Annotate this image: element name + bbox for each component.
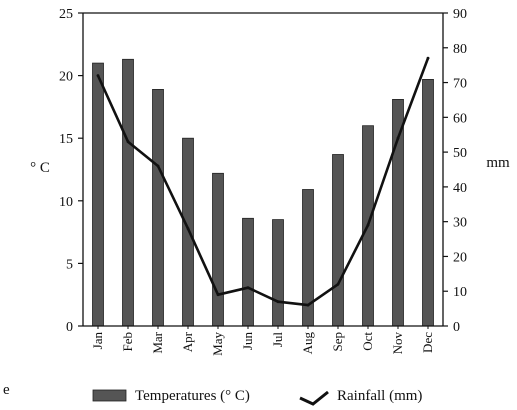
month-labels: Jan Feb Mar Apr May Jun Jul Aug Sep Oct Nov Dec [90, 326, 435, 356]
right-tick-label: 0 [453, 320, 460, 335]
temperature-bar [152, 89, 164, 327]
temperature-bars [92, 58, 434, 327]
rainfall-point [366, 223, 370, 227]
legend-line-label: Rainfall (mm) [337, 388, 422, 404]
month-label: Jun [240, 332, 255, 351]
legend-bar-swatch [92, 389, 127, 402]
rainfall-point [96, 74, 100, 77]
right-tick-label: 60 [453, 111, 467, 126]
right-tick-label: 80 [453, 42, 467, 57]
temperature-bar [242, 217, 254, 327]
rainfall-point [306, 303, 310, 307]
left-axis-ticks: 0 5 10 15 20 25 [59, 7, 83, 335]
month-label: Dec [420, 332, 435, 353]
rainfall-point [216, 293, 220, 297]
axes [82, 12, 444, 327]
month-label: Apr [180, 331, 195, 352]
temperature-bar [182, 137, 194, 327]
left-tick-label: 10 [59, 195, 73, 210]
left-tick-label: 5 [66, 257, 73, 272]
rainfall-point [336, 282, 340, 286]
left-tick-label: 25 [59, 7, 73, 22]
temperature-bar [332, 154, 344, 327]
edge-letter: e [3, 382, 10, 398]
temperature-bar [92, 62, 104, 327]
right-axis-title: mm [486, 155, 510, 171]
right-tick-label: 30 [453, 216, 467, 231]
rainfall-point [186, 227, 190, 231]
rainfall-point [276, 300, 280, 304]
month-label: Nov [390, 332, 405, 355]
rainfall-point [426, 56, 430, 60]
rainfall-line-layer [96, 56, 430, 307]
month-label: Feb [120, 332, 135, 352]
rainfall-point [396, 136, 400, 140]
month-label: Jan [90, 332, 105, 350]
temperature-bar [272, 219, 284, 327]
right-tick-label: 20 [453, 250, 467, 265]
month-label: Oct [360, 332, 375, 351]
left-tick-label: 20 [59, 70, 73, 85]
temperature-bar [212, 172, 224, 327]
right-tick-label: 40 [453, 181, 467, 196]
rainfall-point [156, 164, 160, 168]
temperature-bar [422, 79, 434, 327]
month-label: Mar [150, 331, 165, 353]
legend: Temperatures (° C) Rainfall (mm) [92, 388, 422, 406]
left-axis-title: ° C [30, 160, 50, 176]
legend-bar-label: Temperatures (° C) [135, 388, 250, 404]
rainfall-line [96, 56, 430, 307]
right-tick-label: 50 [453, 146, 467, 161]
month-label: May [210, 332, 225, 356]
month-label: Sep [330, 332, 345, 352]
right-tick-label: 90 [453, 7, 467, 22]
right-tick-label: 70 [453, 77, 467, 92]
month-label: Jul [270, 332, 285, 348]
month-label: Aug [300, 332, 315, 355]
legend-line-swatch [299, 390, 329, 406]
temperature-bar [392, 99, 404, 327]
right-axis-ticks: 0 10 20 30 40 50 60 70 80 90 [443, 7, 467, 335]
temperature-bar [122, 58, 134, 327]
rainfall-point [126, 140, 130, 144]
left-tick-label: 15 [59, 132, 73, 147]
rainfall-point [246, 286, 250, 290]
left-tick-label: 0 [66, 320, 73, 335]
right-tick-label: 10 [453, 285, 467, 300]
